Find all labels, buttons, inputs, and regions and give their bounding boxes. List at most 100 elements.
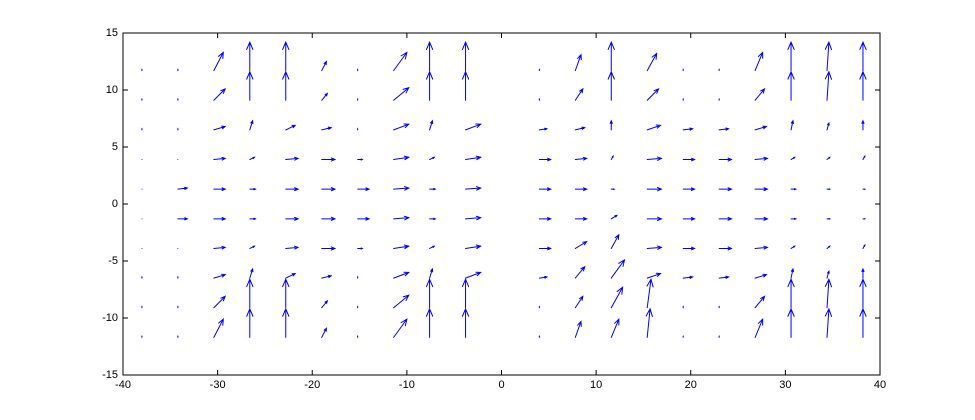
arrow: [790, 188, 798, 191]
y-tick-label: 10: [106, 84, 118, 96]
y-tick-label: 15: [106, 27, 118, 39]
arrow: [787, 70, 795, 101]
arrow: [321, 187, 337, 192]
arrow: [249, 119, 254, 131]
arrow: [357, 247, 364, 250]
x-tick-label: -20: [304, 379, 320, 391]
arrow: [249, 156, 256, 161]
arrow: [321, 246, 337, 251]
arrow: [282, 307, 290, 338]
arrow: [393, 86, 410, 101]
arrow: [610, 214, 619, 220]
x-tick-label: 10: [590, 379, 602, 391]
arrow: [282, 70, 290, 101]
arrow: [682, 157, 696, 162]
arrow: [682, 187, 696, 192]
arrow: [787, 40, 795, 72]
arrow: [285, 245, 300, 250]
arrow: [538, 127, 549, 131]
y-tick-label: -10: [102, 312, 118, 324]
arrow: [393, 186, 411, 191]
arrow: [429, 156, 436, 161]
arrow: [861, 267, 865, 279]
arrow: [862, 243, 866, 249]
arrow: [574, 295, 584, 309]
arrow: [538, 275, 549, 279]
arrow: [285, 187, 300, 192]
arrow: [646, 156, 663, 161]
arrow: [285, 272, 297, 279]
arrow: [321, 92, 329, 101]
arrow: [754, 295, 766, 309]
arrow: [465, 215, 482, 221]
arrow: [357, 158, 364, 161]
x-tick-label: -40: [115, 379, 131, 391]
arrow: [754, 187, 769, 192]
arrow: [393, 318, 408, 338]
arrow: [213, 87, 227, 101]
arrow: [393, 123, 410, 131]
arrow: [859, 70, 867, 101]
arrow: [574, 126, 587, 131]
x-tick-label: 20: [685, 379, 697, 391]
y-tick-label: 0: [112, 198, 118, 210]
arrow: [610, 286, 624, 309]
arrow: [646, 187, 663, 192]
arrow: [754, 245, 769, 250]
arrow: [282, 277, 290, 309]
arrow: [461, 307, 470, 338]
arrow: [249, 245, 256, 249]
arrow: [425, 307, 434, 338]
arrow: [824, 277, 833, 309]
arrow: [429, 119, 434, 131]
arrow: [646, 124, 662, 131]
arrow: [610, 188, 616, 191]
arrow: [718, 275, 730, 279]
arrow: [859, 307, 867, 338]
arrow: [718, 216, 733, 221]
arrow: [824, 40, 833, 72]
arrow: [826, 245, 831, 249]
arrow: [213, 156, 227, 161]
arrow: [465, 186, 482, 191]
arrow: [357, 187, 371, 192]
arrow: [790, 267, 794, 279]
arrow: [826, 270, 830, 279]
arrow: [574, 216, 588, 221]
arrow: [538, 246, 552, 251]
arrow: [718, 187, 733, 192]
arrow: [682, 127, 694, 131]
arrow: [429, 188, 437, 191]
arrow: [610, 233, 620, 249]
arrow: [246, 70, 254, 101]
arrow: [246, 277, 254, 309]
arrow: [607, 40, 615, 72]
arrow: [177, 217, 189, 221]
arrow: [393, 271, 410, 279]
arrow: [610, 154, 614, 161]
arrow: [213, 273, 227, 279]
arrow: [465, 244, 482, 250]
arrow: [824, 70, 833, 101]
arrow: [538, 216, 552, 221]
arrow: [574, 187, 588, 192]
arrow: [826, 188, 832, 191]
arrow: [393, 155, 411, 161]
arrow: [213, 187, 227, 192]
y-tick-label: -15: [102, 369, 118, 381]
arrow: [754, 216, 769, 221]
arrow: [787, 277, 795, 309]
arrow: [787, 307, 795, 338]
arrow: [321, 60, 328, 72]
arrow: [645, 307, 653, 338]
arrow: [646, 216, 663, 221]
arrow: [754, 51, 764, 72]
arrow: [249, 188, 257, 191]
arrow: [826, 217, 832, 220]
arrow: [790, 217, 798, 220]
arrow: [285, 124, 297, 131]
arrow: [465, 155, 482, 161]
arrow: [607, 70, 615, 101]
x-tick-label: -10: [399, 379, 415, 391]
